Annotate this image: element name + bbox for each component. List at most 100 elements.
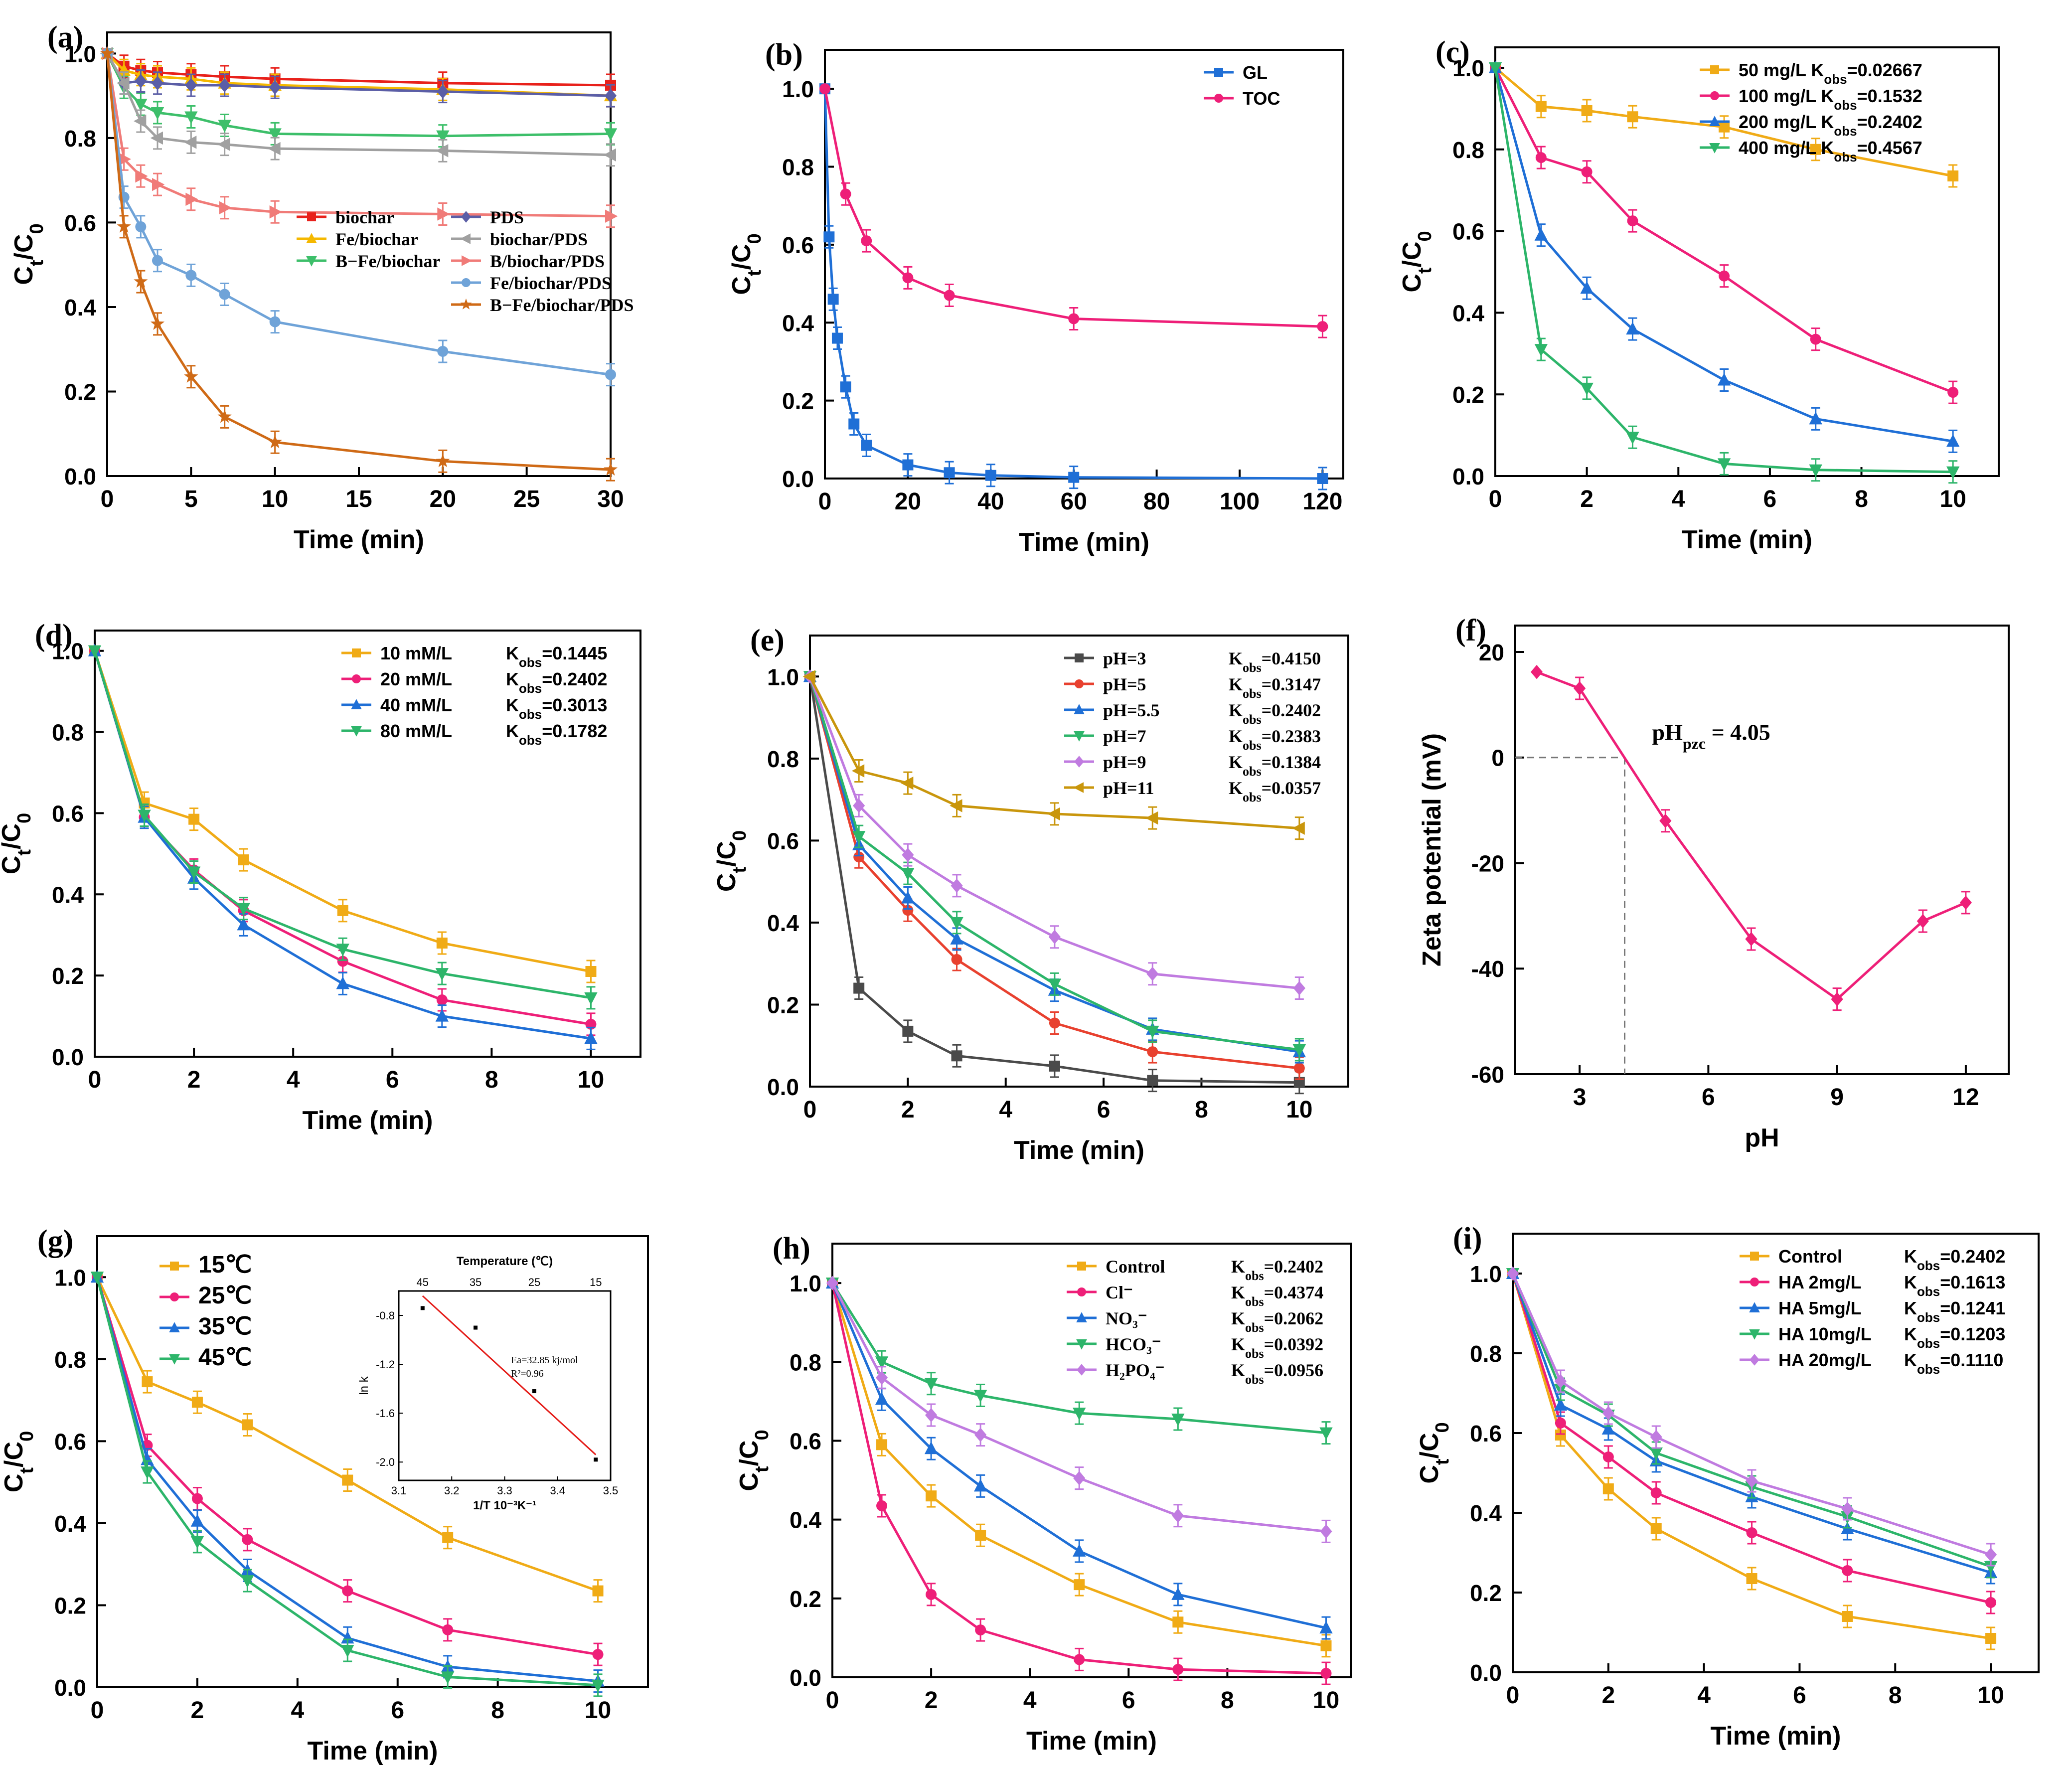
data-point [1317, 473, 1328, 484]
plot-frame [831, 1243, 1352, 1678]
data-point [1717, 373, 1731, 386]
data-point [1317, 321, 1328, 332]
legend-label: HA 2mg/L [1778, 1272, 1862, 1292]
y-tick-label: 0.8 [782, 155, 814, 180]
data-point [1171, 1413, 1185, 1427]
series-c-2 [1488, 60, 1960, 453]
series-h-3 [825, 1278, 1333, 1445]
x-tick-label: 6 [1097, 1097, 1111, 1123]
legend-label: B/biochar/PDS [490, 251, 605, 271]
panel-i: (i) 0 2 4 6 8 10 0.0 0.2 0.4 0.6 0.8 1.0 Time (min) Ct… [1415, 1222, 2040, 1751]
series-c-1 [1490, 62, 1959, 404]
legend-label: 15℃ [198, 1252, 252, 1278]
data-point [1068, 472, 1080, 483]
series-line [823, 89, 1323, 480]
y-tick-label: 1.0 [1452, 55, 1484, 81]
series-line [106, 52, 611, 87]
data-point [1048, 930, 1061, 945]
data-point [269, 80, 281, 95]
y-tick-label: 20 [1479, 640, 1504, 665]
legend-marker [351, 699, 362, 709]
data-point [902, 272, 914, 284]
x-tick-label: 5 [184, 486, 198, 512]
data-point [218, 120, 231, 133]
data-point [184, 136, 197, 149]
data-point [901, 776, 914, 790]
legend-kobs: Kobs=0.0357 [1229, 778, 1321, 804]
y-tick-label: 0.0 [54, 1675, 86, 1701]
inset-y-label: ln k [357, 1376, 371, 1395]
x-tick-label: 8 [1221, 1687, 1234, 1714]
x-tick-label: 0 [101, 486, 114, 512]
y-tick-label: 0.0 [767, 1074, 799, 1100]
series-a-5 [102, 47, 618, 228]
legend-label: 80 mM/L [380, 721, 452, 741]
legend-marker [351, 726, 362, 737]
legend-label: 35℃ [198, 1313, 252, 1340]
x-axis-label: Time (min) [1026, 1727, 1157, 1756]
data-point [924, 1441, 938, 1454]
y-tick-label: 0.8 [64, 126, 96, 152]
data-point [141, 1466, 154, 1479]
data-point [437, 345, 449, 357]
data-point [826, 1276, 839, 1290]
y-tick-label: 0.6 [52, 801, 84, 826]
x-tick-label: 12 [1952, 1084, 1979, 1111]
x-tick-label: 8 [1195, 1097, 1208, 1123]
data-point [1073, 1471, 1086, 1485]
y-tick-label: 0.0 [1452, 464, 1484, 489]
data-point [135, 169, 148, 183]
x-tick-label: 10 [262, 486, 288, 512]
y-tick-label: 0.6 [64, 210, 96, 236]
legend-marker [461, 211, 471, 223]
legend-kobs: Kobs=0.3147 [1229, 674, 1321, 701]
y-tick-label: 0.2 [54, 1593, 86, 1618]
data-point [924, 1378, 938, 1391]
data-point [1947, 387, 1959, 398]
series-i-0 [1507, 1268, 1997, 1650]
legend-label: pH=5.5 [1103, 700, 1160, 720]
data-point [1602, 1451, 1614, 1462]
series-b-1 [819, 83, 1328, 338]
legend-label: HA 10mg/L [1778, 1324, 1872, 1344]
data-point [584, 1031, 598, 1044]
legend: pH=3 Kobs=0.4150 pH=5 Kobs=0.3147 pH=5.5 Kobs… [1064, 648, 1321, 804]
data-point [1946, 434, 1960, 447]
data-point [802, 670, 815, 683]
data-point [875, 1392, 889, 1405]
x-tick-label: 10 [585, 1697, 611, 1724]
data-point [823, 231, 835, 243]
x-axis-label: Time (min) [294, 525, 424, 554]
data-point [336, 944, 349, 957]
data-point [974, 1428, 987, 1442]
data-point [1534, 344, 1548, 357]
legend-marker [1709, 116, 1720, 126]
x-axis-label: Time (min) [1014, 1136, 1144, 1165]
legend-label: 45℃ [198, 1344, 252, 1371]
data-point [902, 905, 914, 916]
plot-frame [1512, 1233, 2040, 1673]
series-a-1 [100, 46, 618, 108]
legend-label: HA 20mg/L [1778, 1350, 1872, 1370]
x-tick-label: 6 [391, 1697, 404, 1724]
x-tick-label: 30 [597, 486, 624, 512]
data-point [138, 809, 151, 822]
data-point [1535, 101, 1547, 112]
data-point [1746, 1473, 1758, 1488]
data-point [985, 470, 996, 481]
legend-kobs: Kobs=0.0956 [1231, 1360, 1323, 1387]
legend-marker [1076, 1339, 1087, 1350]
legend-kobs: Kobs=0.1445 [506, 643, 607, 670]
legend-label: B−Fe/biochar/PDS [490, 295, 634, 315]
inset-y-tick-label: -0.8 [376, 1309, 395, 1322]
x-tick-label: 40 [977, 488, 1004, 515]
x-tick-label: 4 [287, 1067, 300, 1093]
legend-marker [1750, 1252, 1759, 1261]
x-tick-label: 2 [901, 1097, 915, 1123]
data-point [1650, 1523, 1662, 1534]
legend-kobs: Kobs=0.1384 [1229, 752, 1321, 779]
data-point [1074, 1579, 1085, 1591]
data-point [1947, 170, 1959, 181]
data-point [1842, 1565, 1853, 1576]
